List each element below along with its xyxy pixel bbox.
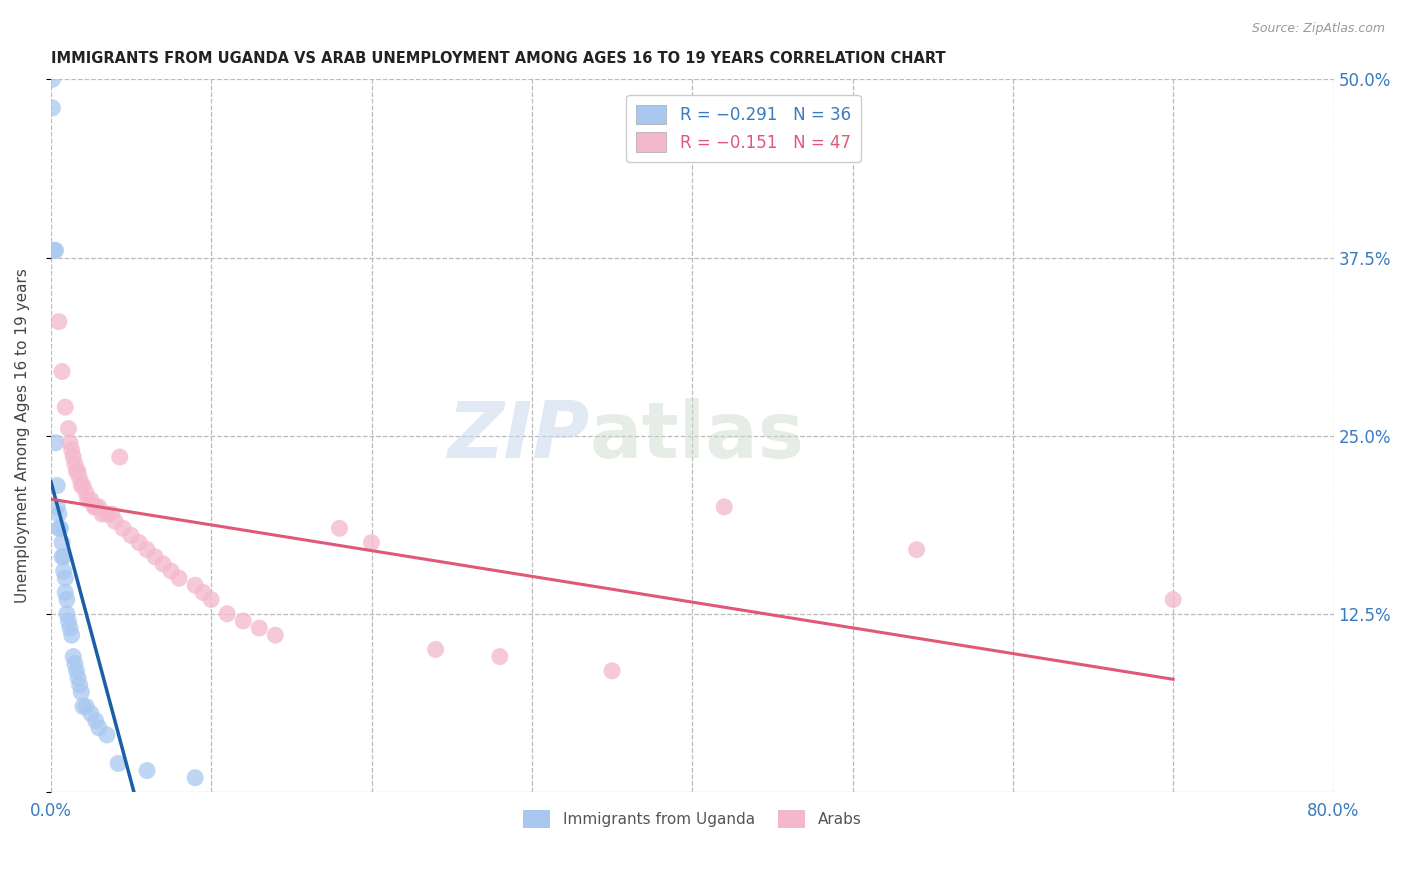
Point	[83, 500, 105, 514]
Point	[87, 500, 110, 514]
Point	[152, 557, 174, 571]
Text: atlas: atlas	[589, 398, 804, 474]
Point	[136, 764, 159, 778]
Point	[160, 564, 183, 578]
Point	[232, 614, 254, 628]
Point	[264, 628, 287, 642]
Point	[75, 485, 97, 500]
Point	[60, 628, 83, 642]
Y-axis label: Unemployment Among Ages 16 to 19 years: Unemployment Among Ages 16 to 19 years	[15, 268, 30, 603]
Point	[60, 442, 83, 457]
Point	[84, 500, 107, 514]
Point	[128, 535, 150, 549]
Point	[91, 507, 114, 521]
Text: Source: ZipAtlas.com: Source: ZipAtlas.com	[1251, 22, 1385, 36]
Point	[72, 699, 94, 714]
Point	[52, 564, 75, 578]
Point	[46, 500, 69, 514]
Point	[52, 549, 75, 564]
Point	[62, 450, 84, 464]
Point	[136, 542, 159, 557]
Point	[247, 621, 270, 635]
Point	[53, 400, 76, 414]
Point	[104, 514, 127, 528]
Point	[48, 521, 70, 535]
Point	[100, 507, 122, 521]
Point	[59, 435, 82, 450]
Point	[488, 649, 510, 664]
Point	[48, 315, 70, 329]
Text: IMMIGRANTS FROM UGANDA VS ARAB UNEMPLOYMENT AMONG AGES 16 TO 19 YEARS CORRELATIO: IMMIGRANTS FROM UGANDA VS ARAB UNEMPLOYM…	[51, 51, 945, 66]
Point	[48, 507, 70, 521]
Point	[65, 464, 87, 478]
Point	[120, 528, 142, 542]
Point	[80, 492, 103, 507]
Point	[45, 244, 67, 258]
Point	[51, 549, 73, 564]
Point	[56, 592, 79, 607]
Point	[1161, 592, 1184, 607]
Point	[713, 500, 735, 514]
Point	[108, 450, 131, 464]
Point	[84, 714, 107, 728]
Point	[905, 542, 928, 557]
Point	[80, 706, 103, 721]
Point	[63, 457, 86, 471]
Point	[41, 72, 63, 87]
Point	[46, 478, 69, 492]
Point	[67, 671, 90, 685]
Point	[62, 649, 84, 664]
Point	[58, 421, 80, 435]
Point	[58, 614, 80, 628]
Point	[67, 464, 90, 478]
Point	[217, 607, 239, 621]
Point	[42, 244, 65, 258]
Point	[328, 521, 350, 535]
Point	[51, 365, 73, 379]
Text: ZIP: ZIP	[447, 398, 589, 474]
Point	[107, 756, 129, 771]
Point	[70, 478, 93, 492]
Point	[53, 585, 76, 599]
Point	[65, 664, 87, 678]
Point	[63, 657, 86, 671]
Point	[49, 521, 72, 535]
Point	[75, 699, 97, 714]
Point	[200, 592, 222, 607]
Point	[69, 678, 91, 692]
Point	[360, 535, 382, 549]
Point	[96, 507, 118, 521]
Legend: Immigrants from Uganda, Arabs: Immigrants from Uganda, Arabs	[517, 805, 868, 834]
Point	[51, 535, 73, 549]
Point	[191, 585, 214, 599]
Point	[59, 621, 82, 635]
Point	[87, 721, 110, 735]
Point	[72, 478, 94, 492]
Point	[111, 521, 134, 535]
Point	[45, 435, 67, 450]
Point	[56, 607, 79, 621]
Point	[425, 642, 447, 657]
Point	[53, 571, 76, 585]
Point	[69, 471, 91, 485]
Point	[167, 571, 190, 585]
Point	[70, 685, 93, 699]
Point	[184, 578, 207, 592]
Point	[76, 492, 98, 507]
Point	[41, 101, 63, 115]
Point	[184, 771, 207, 785]
Point	[143, 549, 166, 564]
Point	[600, 664, 623, 678]
Point	[96, 728, 118, 742]
